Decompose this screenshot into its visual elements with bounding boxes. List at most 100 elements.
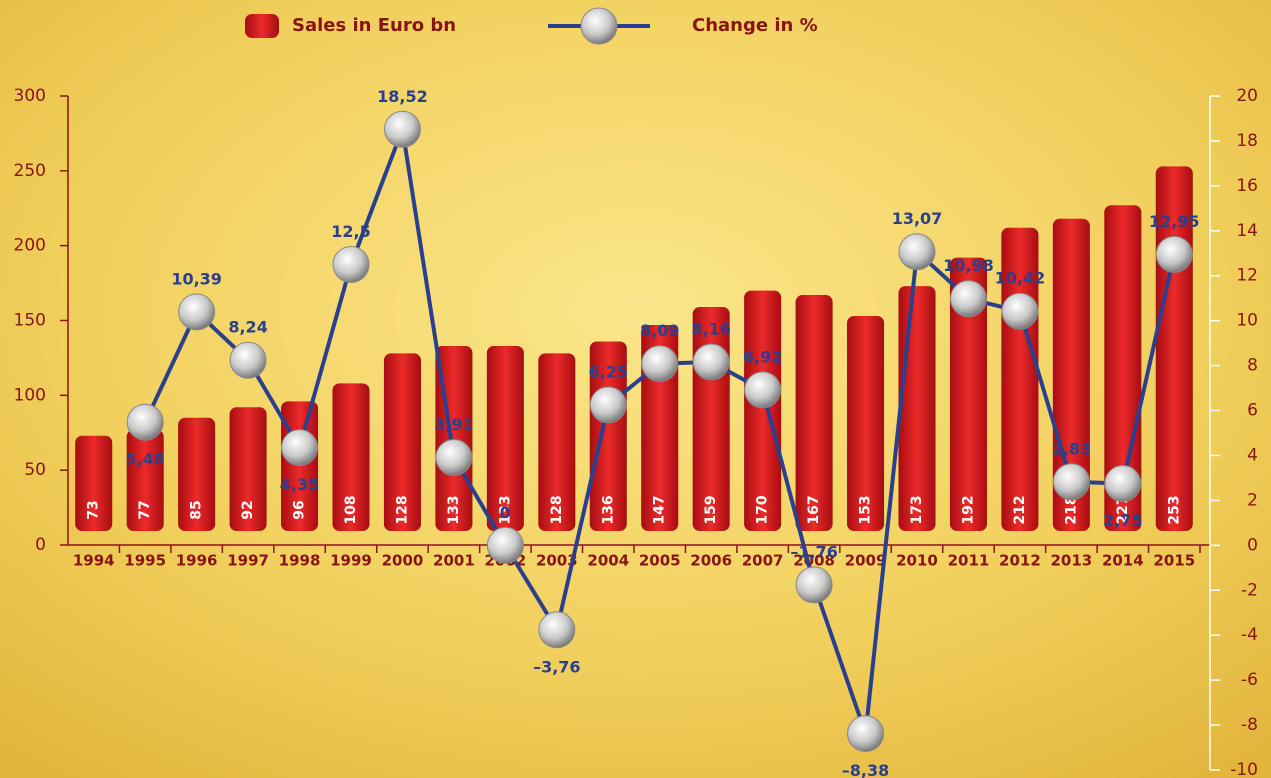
bar-label: 108 — [343, 495, 359, 524]
x-tick-label: 2003 — [536, 552, 578, 570]
marker — [178, 293, 216, 331]
y2-tick-label: 14 — [1236, 221, 1258, 241]
data-label: 13,07 — [892, 209, 943, 228]
marker — [538, 611, 576, 649]
marker — [229, 341, 267, 379]
bar — [75, 435, 113, 531]
data-label: 2,75 — [1103, 511, 1142, 530]
bar-label: 133 — [497, 495, 513, 524]
marker — [898, 233, 936, 271]
x-tick-label: 2010 — [896, 552, 938, 570]
data-label: 10,98 — [943, 256, 994, 275]
legend-marker — [580, 7, 618, 45]
marker — [126, 403, 164, 441]
marker — [795, 566, 833, 604]
x-tick-label: 2007 — [742, 552, 784, 570]
marker — [744, 371, 782, 409]
y2-tick-label: -2 — [1241, 580, 1258, 600]
marker — [435, 438, 473, 476]
y-tick-label: 100 — [14, 385, 46, 405]
bar-label: 170 — [755, 495, 771, 524]
data-label: 8,09 — [640, 321, 679, 340]
data-label: 8,16 — [691, 320, 730, 339]
data-label: 18,52 — [377, 87, 428, 106]
y2-tick-label: 4 — [1247, 445, 1258, 465]
data-label: –3,76 — [533, 657, 580, 676]
bar — [795, 295, 833, 531]
data-label: 12,5 — [331, 222, 370, 241]
x-tick-label: 1995 — [124, 552, 166, 570]
bar-label: 159 — [703, 495, 719, 524]
bar-label: 133 — [446, 495, 462, 524]
data-label: 6,92 — [743, 347, 782, 366]
bar-label: 212 — [1012, 495, 1028, 524]
data-label: 3,91 — [434, 415, 473, 434]
x-tick-label: 2013 — [1050, 552, 1092, 570]
y-tick-label: 250 — [14, 161, 46, 181]
bar-label: 92 — [240, 500, 256, 519]
y2-tick-label: 6 — [1247, 401, 1258, 421]
bar — [126, 429, 164, 531]
data-label: 10,39 — [171, 269, 222, 288]
marker — [1104, 465, 1142, 503]
x-tick-label: 2005 — [639, 552, 681, 570]
x-tick-label: 2000 — [382, 552, 424, 570]
data-label: 5,48 — [125, 450, 164, 469]
data-label: 0 — [500, 503, 511, 522]
bar — [744, 290, 782, 531]
x-tick-label: 2015 — [1153, 552, 1195, 570]
data-label: 10,42 — [995, 269, 1046, 288]
marker — [332, 246, 370, 283]
bar — [229, 407, 267, 531]
bar-label: 147 — [652, 495, 668, 524]
y2-tick-label: 16 — [1236, 176, 1258, 196]
bar-label: 128 — [549, 495, 565, 524]
bar — [178, 417, 216, 531]
y2-tick-label: 20 — [1236, 86, 1258, 106]
marker — [692, 343, 730, 381]
y-tick-label: 50 — [24, 460, 46, 480]
data-label: 8,24 — [228, 318, 267, 337]
bar — [383, 353, 421, 531]
bar — [486, 345, 524, 531]
bar-label: 85 — [189, 500, 205, 519]
x-tick-label: 1999 — [330, 552, 372, 570]
y2-tick-label: 0 — [1247, 535, 1258, 555]
legend-label: Sales in Euro bn — [292, 15, 456, 36]
bar-label: 96 — [292, 500, 308, 519]
bar-label: 153 — [858, 495, 874, 524]
x-tick-label: 1994 — [73, 552, 115, 570]
x-tick-label: 2004 — [587, 552, 629, 570]
y2-tick-label: 10 — [1236, 311, 1258, 331]
marker — [1001, 292, 1039, 330]
legend-label: Change in % — [692, 15, 818, 36]
y-tick-label: 150 — [14, 311, 46, 331]
y2-tick-label: 18 — [1236, 131, 1258, 151]
y2-tick-label: 12 — [1236, 266, 1258, 286]
y2-tick-label: -4 — [1241, 625, 1258, 645]
x-tick-label: 2001 — [433, 552, 475, 570]
y2-tick-label: 2 — [1247, 490, 1258, 510]
x-tick-label: 2009 — [845, 552, 887, 570]
y2-tick-label: -6 — [1241, 670, 1258, 690]
x-tick-label: 1996 — [176, 552, 218, 570]
data-label: –1,76 — [790, 542, 837, 561]
y2-tick-label: -8 — [1241, 715, 1258, 735]
x-tick-label: 2006 — [690, 552, 732, 570]
bar — [332, 383, 370, 531]
bar-label: 136 — [600, 495, 616, 524]
marker — [1155, 235, 1193, 273]
x-tick-label: 1997 — [227, 552, 269, 570]
legend-swatch — [245, 14, 279, 38]
x-tick-label: 2008 — [793, 552, 835, 570]
bar-label: 192 — [960, 495, 976, 524]
bar-label: 218 — [1063, 495, 1079, 524]
bar — [898, 286, 936, 531]
bar — [538, 353, 576, 531]
bar — [847, 316, 885, 531]
bar — [949, 257, 987, 531]
bar-label: 173 — [909, 495, 925, 524]
y-tick-label: 0 — [35, 535, 46, 555]
marker — [949, 280, 987, 318]
y-tick-label: 300 — [14, 86, 46, 106]
